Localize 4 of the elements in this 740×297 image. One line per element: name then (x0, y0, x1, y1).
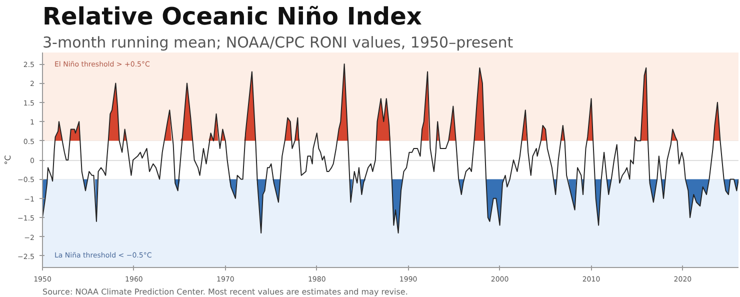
y-axis-title: °C (4, 154, 12, 165)
chart-subtitle: 3-month running mean; NOAA/CPC RONI values, 1950–present (42, 34, 514, 52)
chart-title: Relative Oceanic Niño Index (42, 2, 422, 30)
source-note: Source: NOAA Climate Prediction Center. Most recent values are estimates and may revise. (42, 288, 408, 296)
